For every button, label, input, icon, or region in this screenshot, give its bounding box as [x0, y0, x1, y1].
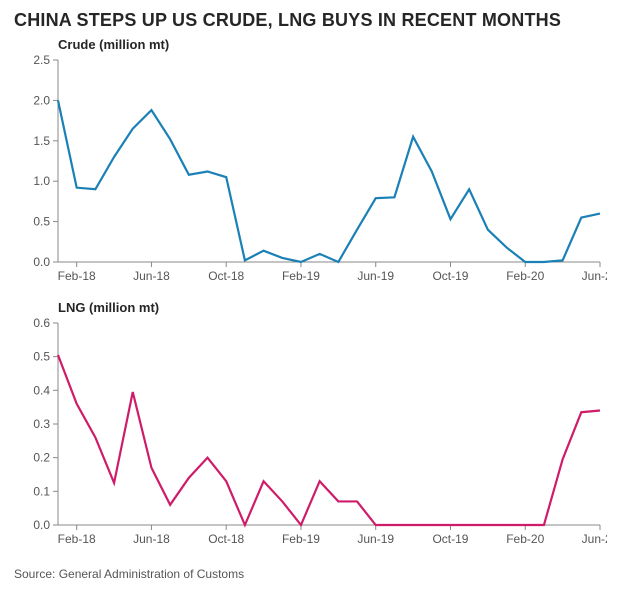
svg-text:Jun-20: Jun-20 — [582, 269, 607, 283]
svg-text:0.5: 0.5 — [33, 350, 50, 364]
svg-text:Oct-18: Oct-18 — [208, 269, 244, 283]
lng-line — [58, 355, 600, 525]
svg-text:Feb-19: Feb-19 — [282, 269, 320, 283]
chart-headline: CHINA STEPS UP US CRUDE, LNG BUYS IN REC… — [14, 10, 607, 31]
svg-text:2.5: 2.5 — [33, 54, 50, 67]
lng-chart: 0.0 0.1 0.2 0.3 0.4 0.5 0.6 Feb-18 Jun-18 Oct-18 F… — [14, 317, 607, 557]
svg-text:1.0: 1.0 — [33, 174, 50, 188]
crude-subtitle: Crude (million mt) — [58, 37, 607, 52]
svg-text:Feb-19: Feb-19 — [282, 532, 320, 546]
crude-line — [58, 100, 600, 262]
source-text: Source: General Administration of Custom… — [14, 567, 607, 581]
svg-text:Feb-20: Feb-20 — [506, 532, 544, 546]
svg-text:0.3: 0.3 — [33, 417, 50, 431]
svg-text:Oct-18: Oct-18 — [208, 532, 244, 546]
crude-chart: 0.0 0.5 1.0 1.5 2.0 2.5 Feb-18 Jun-18 Oct-18 Feb-… — [14, 54, 607, 294]
svg-text:0.4: 0.4 — [33, 383, 50, 397]
svg-text:Feb-18: Feb-18 — [58, 269, 96, 283]
svg-text:Oct-19: Oct-19 — [432, 269, 468, 283]
svg-text:Jun-18: Jun-18 — [133, 532, 170, 546]
svg-text:0.5: 0.5 — [33, 215, 50, 229]
svg-text:0.6: 0.6 — [33, 317, 50, 330]
svg-text:1.5: 1.5 — [33, 134, 50, 148]
lng-subtitle: LNG (million mt) — [58, 300, 607, 315]
svg-text:Jun-19: Jun-19 — [357, 532, 394, 546]
svg-text:Jun-20: Jun-20 — [582, 532, 607, 546]
svg-text:2.0: 2.0 — [33, 93, 50, 107]
svg-text:Jun-18: Jun-18 — [133, 269, 170, 283]
svg-text:Jun-19: Jun-19 — [357, 269, 394, 283]
svg-text:Feb-20: Feb-20 — [506, 269, 544, 283]
svg-text:0.0: 0.0 — [33, 255, 50, 269]
svg-text:0.2: 0.2 — [33, 451, 50, 465]
svg-text:Feb-18: Feb-18 — [58, 532, 96, 546]
svg-text:0.1: 0.1 — [33, 484, 50, 498]
svg-text:0.0: 0.0 — [33, 518, 50, 532]
svg-text:Oct-19: Oct-19 — [432, 532, 468, 546]
